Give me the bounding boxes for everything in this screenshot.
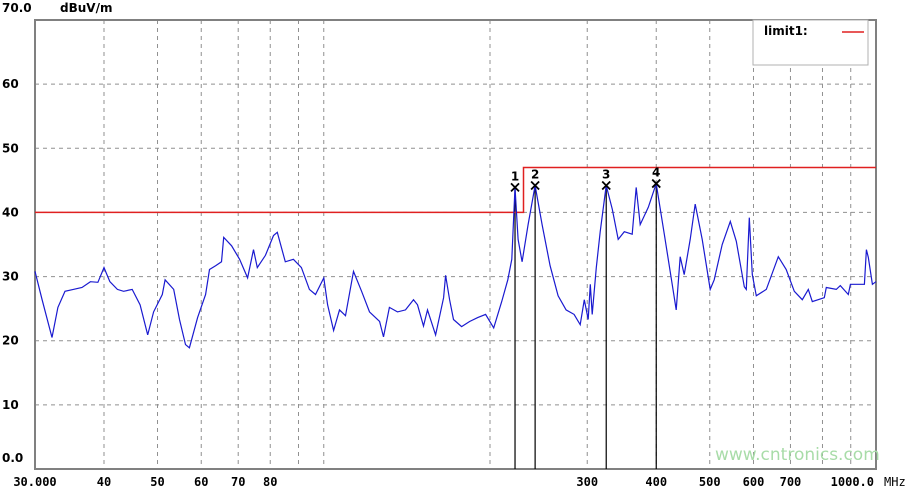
plot-frame bbox=[34, 19, 877, 470]
y-tick-label: 20 bbox=[2, 334, 19, 348]
x-tick-label: 500 bbox=[699, 475, 721, 489]
marker-3: 3 bbox=[601, 167, 611, 191]
x-tick-labels: 30.000 40 50 60 70 80 300 400 500 600 700 1000.0 bbox=[13, 475, 874, 489]
marker-2: 2 bbox=[530, 167, 540, 191]
y-tick-label: 10 bbox=[2, 398, 19, 412]
grid bbox=[35, 20, 876, 469]
limit-line bbox=[35, 166, 876, 214]
y-tick-label: 70.0 bbox=[2, 1, 32, 15]
y-unit-label: dBuV/m bbox=[60, 1, 112, 15]
legend-box: limit1: bbox=[752, 19, 869, 66]
y-tick-label: 40 bbox=[2, 205, 19, 219]
y-tick-label: 50 bbox=[2, 141, 19, 155]
y-tick-label: 0.0 bbox=[2, 451, 23, 465]
x-tick-label: 70 bbox=[231, 475, 245, 489]
legend-label: limit1: bbox=[764, 24, 808, 38]
x-tick-label: 50 bbox=[150, 475, 164, 489]
y-tick-label: 60 bbox=[2, 77, 19, 91]
x-unit-label: MHz bbox=[884, 475, 906, 489]
marker-x-icon bbox=[651, 178, 661, 189]
marker-x-icon bbox=[530, 180, 540, 191]
x-tick-label: 700 bbox=[780, 475, 802, 489]
marker-label: 4 bbox=[652, 166, 660, 180]
marker-lines bbox=[514, 183, 657, 469]
x-tick-label: 80 bbox=[263, 475, 277, 489]
marker-label: 3 bbox=[602, 167, 610, 181]
x-tick-label: 600 bbox=[743, 475, 765, 489]
x-tick-label: 60 bbox=[194, 475, 208, 489]
marker-label: 2 bbox=[531, 167, 539, 181]
marker-4: 4 bbox=[651, 166, 661, 189]
measurement-trace bbox=[34, 183, 877, 349]
watermark: www.cntronics.com bbox=[715, 445, 880, 465]
x-tick-label: 30.000 bbox=[13, 475, 56, 489]
x-tick-label: 300 bbox=[576, 475, 598, 489]
y-tick-label: 30 bbox=[2, 270, 19, 284]
marker-1: 1 bbox=[510, 169, 520, 193]
x-tick-label: 40 bbox=[97, 475, 111, 489]
x-tick-label: 1000.0 bbox=[831, 475, 874, 489]
marker-label: 1 bbox=[511, 169, 519, 183]
marker-x-icon bbox=[510, 182, 520, 193]
x-tick-label: 400 bbox=[645, 475, 667, 489]
marker-x-icon bbox=[601, 180, 611, 191]
y-tick-labels: 0.0 10 20 30 40 50 60 70.0 bbox=[2, 1, 32, 465]
